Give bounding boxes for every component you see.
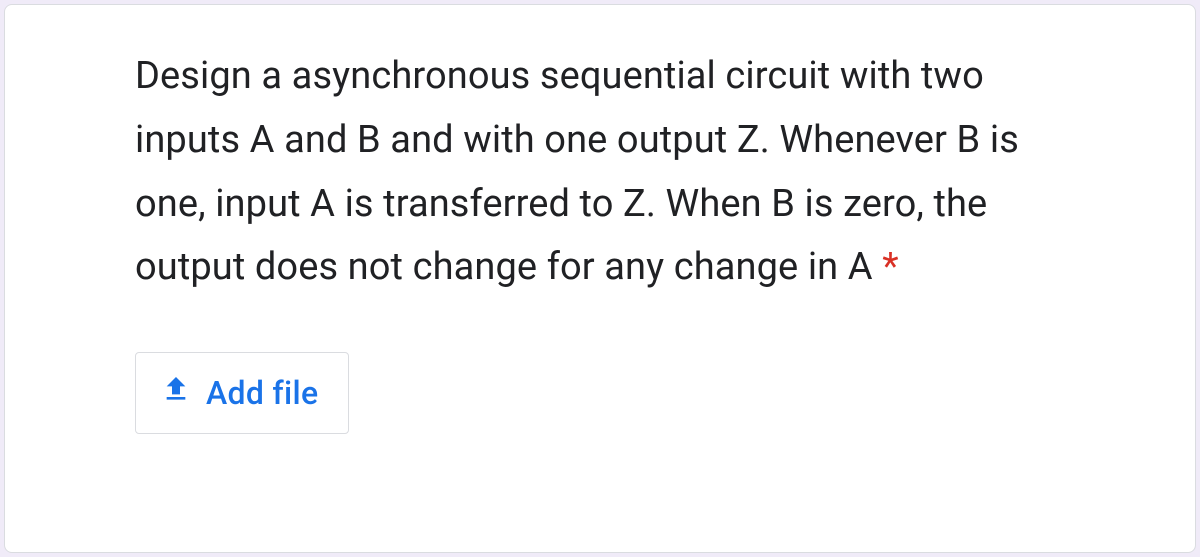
question-text: Design a asynchronous sequential circuit… (135, 45, 1075, 300)
add-file-button[interactable]: Add file (135, 352, 349, 434)
add-file-label: Add file (206, 374, 318, 412)
required-asterisk: * (882, 245, 898, 289)
upload-icon (160, 373, 192, 413)
question-card: Design a asynchronous sequential circuit… (4, 4, 1196, 553)
